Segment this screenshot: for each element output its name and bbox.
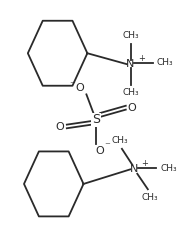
Text: CH₃: CH₃ [142, 193, 158, 202]
Text: +: + [142, 159, 148, 168]
Text: ⁻: ⁻ [105, 141, 110, 151]
Text: O: O [75, 83, 84, 93]
Text: O: O [55, 121, 64, 132]
Text: CH₃: CH₃ [122, 31, 139, 40]
Text: N: N [126, 59, 135, 69]
Text: O: O [96, 146, 105, 156]
Text: CH₃: CH₃ [156, 58, 173, 68]
Text: N: N [130, 164, 139, 174]
Text: CH₃: CH₃ [122, 88, 139, 97]
Text: CH₃: CH₃ [160, 164, 177, 173]
Text: ⁻: ⁻ [69, 80, 75, 91]
Text: S: S [92, 113, 100, 126]
Text: CH₃: CH₃ [112, 136, 128, 145]
Text: O: O [128, 103, 137, 113]
Text: +: + [138, 53, 145, 63]
